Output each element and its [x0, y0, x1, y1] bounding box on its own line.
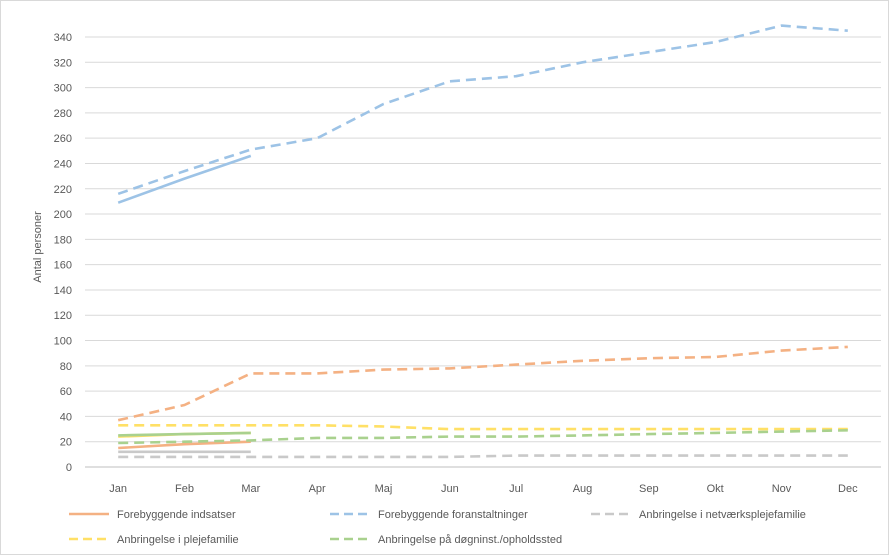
series-line-extra-2 — [117, 154, 252, 204]
series-line-5 — [118, 429, 848, 445]
series-line-2 — [117, 24, 848, 196]
y-tick-label: 40 — [60, 411, 72, 423]
x-tick-label: Jul — [509, 483, 523, 495]
series-line-extra-5 — [118, 431, 251, 437]
y-tick-label: 200 — [54, 209, 72, 221]
y-tick-label: 160 — [54, 260, 72, 272]
legend: Forebyggende indsatser Forebyggende foran… — [69, 509, 806, 546]
x-tick-label: Nov — [772, 483, 792, 495]
y-tick-label: 320 — [54, 57, 72, 69]
x-tick-label: Aug — [573, 483, 593, 495]
y-tick-label: 100 — [54, 336, 72, 348]
y-tick-label: 300 — [54, 83, 72, 95]
y-tick-label: 60 — [60, 386, 72, 398]
x-axis-ticks: Jan Feb Mar Apr Maj Jun Jul Aug Sep Okt Nov Dec — [109, 483, 858, 495]
series-line-extra-1 — [117, 345, 848, 422]
y-tick-label: 140 — [54, 285, 72, 297]
legend-label: Forebyggende foranstaltninger — [378, 509, 528, 521]
x-tick-label: Apr — [309, 483, 326, 495]
series-lines — [117, 24, 848, 459]
y-tick-label: 120 — [54, 310, 72, 322]
y-tick-label: 20 — [60, 437, 72, 449]
gridlines — [85, 36, 881, 468]
y-tick-label: 280 — [54, 108, 72, 120]
x-tick-label: Dec — [838, 483, 858, 495]
y-tick-label: 340 — [54, 32, 72, 44]
series-line-4 — [118, 424, 848, 431]
x-tick-label: Mar — [241, 483, 260, 495]
legend-label: Anbringelse i netværksplejefamilie — [639, 509, 806, 521]
y-tick-label: 80 — [60, 361, 72, 373]
x-tick-label: Jun — [441, 483, 459, 495]
legend-label: Anbringelse på døgninst./opholdssted — [378, 534, 562, 546]
x-tick-label: Okt — [707, 483, 724, 495]
y-tick-label: 180 — [54, 234, 72, 246]
legend-label: Anbringelse i plejefamilie — [117, 534, 239, 546]
legend-label: Forebyggende indsatser — [117, 509, 236, 521]
x-tick-label: Maj — [375, 483, 393, 495]
y-axis-ticks: 0 20 40 60 80 100 120 140 160 180 200 220 240 260 280 3… — [54, 32, 72, 474]
y-tick-label: 220 — [54, 184, 72, 196]
series-line-3 — [118, 454, 848, 459]
x-tick-label: Jan — [109, 483, 127, 495]
x-tick-label: Sep — [639, 483, 659, 495]
series-line-1 — [118, 440, 251, 450]
y-tick-label: 240 — [54, 158, 72, 170]
y-tick-label: 260 — [54, 133, 72, 145]
y-tick-label: 0 — [66, 462, 72, 474]
x-tick-label: Feb — [175, 483, 194, 495]
y-axis-title: Antal personer — [32, 211, 44, 283]
